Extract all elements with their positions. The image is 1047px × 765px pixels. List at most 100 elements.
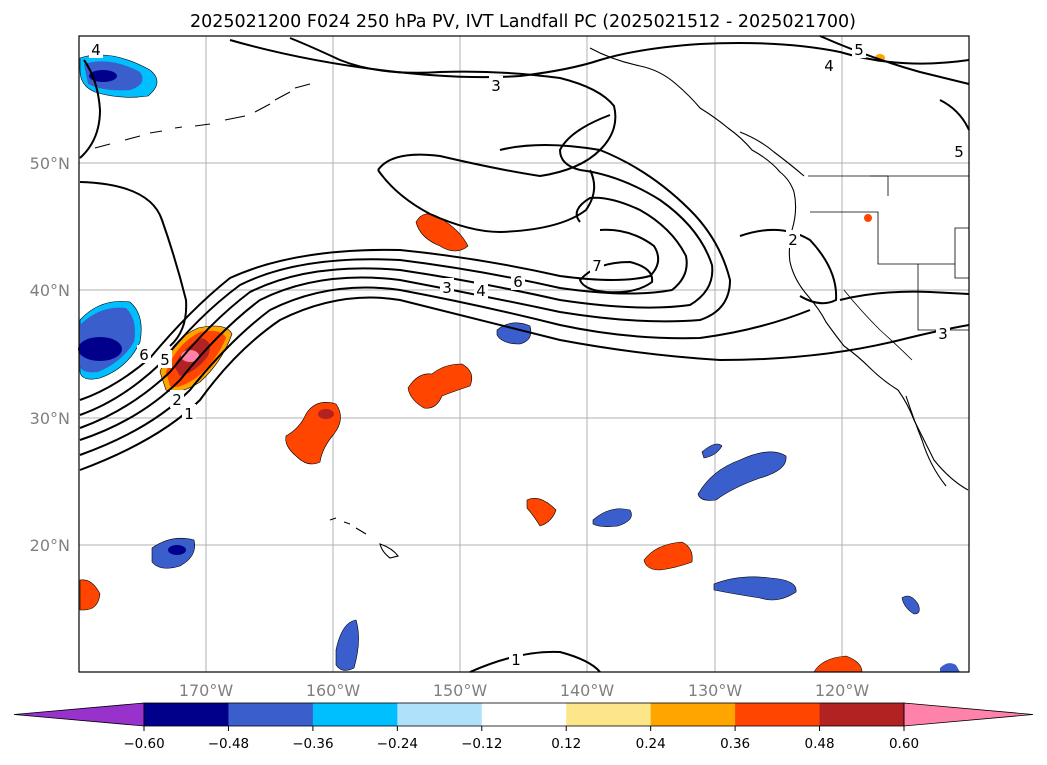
contour-label: 7 (592, 257, 602, 275)
vancouver-island (739, 131, 805, 177)
shaded-anomalies (78, 54, 960, 673)
negative-patch (335, 619, 359, 671)
negative-core (168, 545, 186, 555)
state-border (870, 175, 889, 196)
lon-label: 160°W (306, 681, 361, 700)
colorbar-tick-label: −0.24 (377, 736, 418, 752)
lon-label: 140°W (560, 681, 615, 700)
lon-label: 120°W (815, 681, 870, 700)
negative-core (89, 70, 117, 82)
colorbar-segment (228, 703, 314, 726)
colorbar-tick-label: −0.48 (208, 736, 249, 752)
lat-label: 30°N (30, 409, 70, 428)
aleutian-islands (94, 83, 311, 149)
hawaiian-islands (329, 517, 399, 559)
contour-1-south (469, 650, 601, 673)
contour-4 (79, 114, 714, 429)
negative-patch (940, 663, 960, 672)
negative-core (78, 337, 122, 361)
positive-patch (864, 214, 872, 222)
contour-label: 3 (442, 279, 452, 297)
borders (808, 175, 970, 361)
colorbar-segment (481, 703, 567, 726)
lat-label: 50°N (30, 154, 70, 173)
contour-6 (79, 228, 660, 401)
negative-patch (496, 322, 532, 345)
contour-5-north (819, 35, 970, 85)
colorbar-segment (735, 703, 821, 726)
contour-5 (79, 196, 688, 416)
contour-label: 1 (511, 651, 521, 669)
contour-label: 2 (172, 391, 182, 409)
colorbar-segment (566, 703, 652, 726)
pv-contours (79, 35, 970, 673)
contour-ridge (377, 169, 596, 234)
colorbar-tick-label: 0.60 (889, 736, 919, 752)
negative-patch (701, 443, 723, 459)
contour-label: 3 (938, 325, 948, 343)
colorbar-tick-label: −0.36 (292, 736, 333, 752)
positive-patch (407, 363, 473, 409)
contour-label: 1 (184, 405, 194, 423)
positive-patch (813, 655, 863, 673)
colorbar-tick-label: 0.24 (636, 736, 666, 752)
contour-2-east (739, 228, 838, 305)
negative-patch (592, 508, 632, 527)
colorbar-segment (819, 703, 905, 726)
contour-label: 2 (788, 231, 798, 249)
negative-patch (713, 576, 797, 601)
map-frame (78, 35, 970, 673)
colorbar-extend-low (13, 702, 145, 727)
colorbar-segment (397, 703, 483, 726)
contour-label: 4 (824, 57, 834, 75)
contour-label: 5 (854, 41, 864, 59)
colorbar-tick-label: −0.12 (461, 736, 502, 752)
colorbar-extend-high (903, 702, 1034, 727)
lon-label: 130°W (688, 681, 743, 700)
contour-1 (79, 296, 970, 471)
colorbar-tick-label: 0.48 (805, 736, 835, 752)
positive-core (318, 409, 334, 419)
negative-patch (901, 595, 920, 615)
contour-west-low (79, 59, 102, 159)
colorbar-tick-label: 0.36 (720, 736, 750, 752)
contour-3 (79, 144, 732, 441)
colorbar-segment (312, 703, 398, 726)
contour-label: 6 (513, 273, 523, 291)
longitude-labels: 170°W 160°W 150°W 140°W 130°W 120°W (179, 681, 870, 700)
colorbar-segment (650, 703, 736, 726)
contour-5-east (939, 99, 970, 131)
contour-4-north (229, 39, 970, 79)
contour-label: 5 (954, 143, 964, 161)
contour-label: 4 (476, 282, 486, 300)
colorbar-tick-label: −0.60 (123, 736, 164, 752)
figure-title: 2025021200 F024 250 hPa PV, IVT Landfall… (190, 12, 856, 32)
baja-california (905, 395, 947, 487)
contour-3-east (839, 290, 970, 301)
contour-label: 5 (160, 351, 170, 369)
colorbar-frame (143, 702, 905, 727)
lon-label: 150°W (433, 681, 488, 700)
contour-label: 6 (139, 346, 149, 364)
map-panel: 1 2 3 4 5 6 7 3 4 5 5 2 3 6 (78, 35, 970, 673)
colorbar-segment (144, 703, 229, 726)
contour-label: 3 (491, 77, 501, 95)
contour-2 (79, 286, 811, 456)
colorbar: −0.60 −0.48 −0.36 −0.24 −0.12 0.12 0.24 0.36 0.4… (13, 702, 1034, 752)
contour-west (79, 181, 188, 347)
positive-patch (526, 498, 557, 527)
colorbar-tick-label: 0.12 (551, 736, 581, 752)
state-border (917, 264, 969, 331)
negative-patch (697, 451, 787, 501)
state-border (843, 289, 913, 361)
lat-label: 20°N (30, 536, 70, 555)
positive-patch (79, 579, 101, 611)
contour-7 (578, 260, 654, 294)
lon-label: 170°W (179, 681, 234, 700)
positive-patch (643, 541, 693, 571)
latitude-labels: 50°N 40°N 30°N 20°N (30, 154, 70, 555)
state-border (810, 211, 955, 265)
contour-label: 4 (91, 41, 101, 59)
contour-labels: 1 2 3 4 5 6 7 3 4 5 5 2 3 6 (89, 40, 966, 669)
